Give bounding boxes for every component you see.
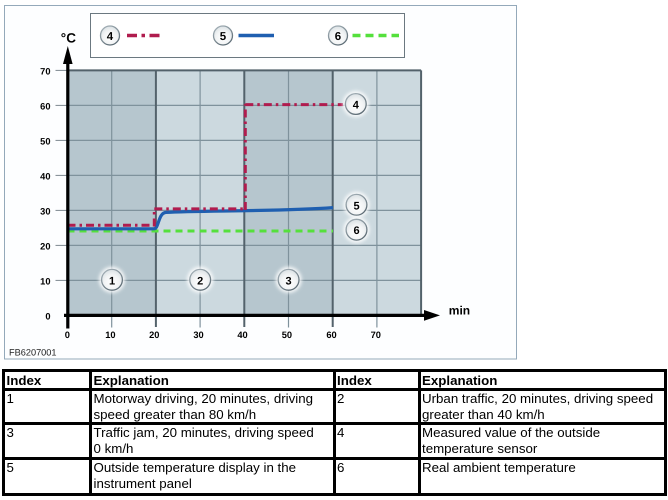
svg-text:4: 4: [107, 31, 114, 43]
svg-text:60: 60: [326, 330, 336, 340]
svg-text:20: 20: [40, 241, 50, 251]
svg-text:40: 40: [237, 330, 247, 340]
svg-text:70: 70: [371, 330, 381, 340]
svg-text:2: 2: [197, 275, 203, 287]
svg-text:FB6207001: FB6207001: [9, 347, 57, 357]
svg-text:4: 4: [353, 100, 360, 112]
svg-text:0: 0: [45, 311, 50, 321]
svg-text:40: 40: [40, 171, 50, 181]
svg-text:5: 5: [353, 200, 359, 212]
svg-text:6: 6: [353, 225, 359, 237]
svg-text:10: 10: [105, 330, 115, 340]
svg-text:50: 50: [40, 136, 50, 146]
svg-text:50: 50: [282, 330, 292, 340]
svg-text:min: min: [449, 304, 470, 318]
svg-text:0: 0: [65, 330, 70, 340]
svg-text:20: 20: [149, 330, 159, 340]
svg-text:°C: °C: [61, 30, 76, 45]
svg-text:6: 6: [335, 31, 341, 43]
svg-text:10: 10: [40, 276, 50, 286]
svg-text:30: 30: [40, 206, 50, 216]
svg-text:30: 30: [193, 330, 203, 340]
svg-text:60: 60: [40, 101, 50, 111]
svg-text:70: 70: [40, 66, 50, 76]
svg-text:1: 1: [109, 275, 115, 287]
svg-text:3: 3: [286, 275, 292, 287]
svg-text:5: 5: [220, 31, 227, 43]
